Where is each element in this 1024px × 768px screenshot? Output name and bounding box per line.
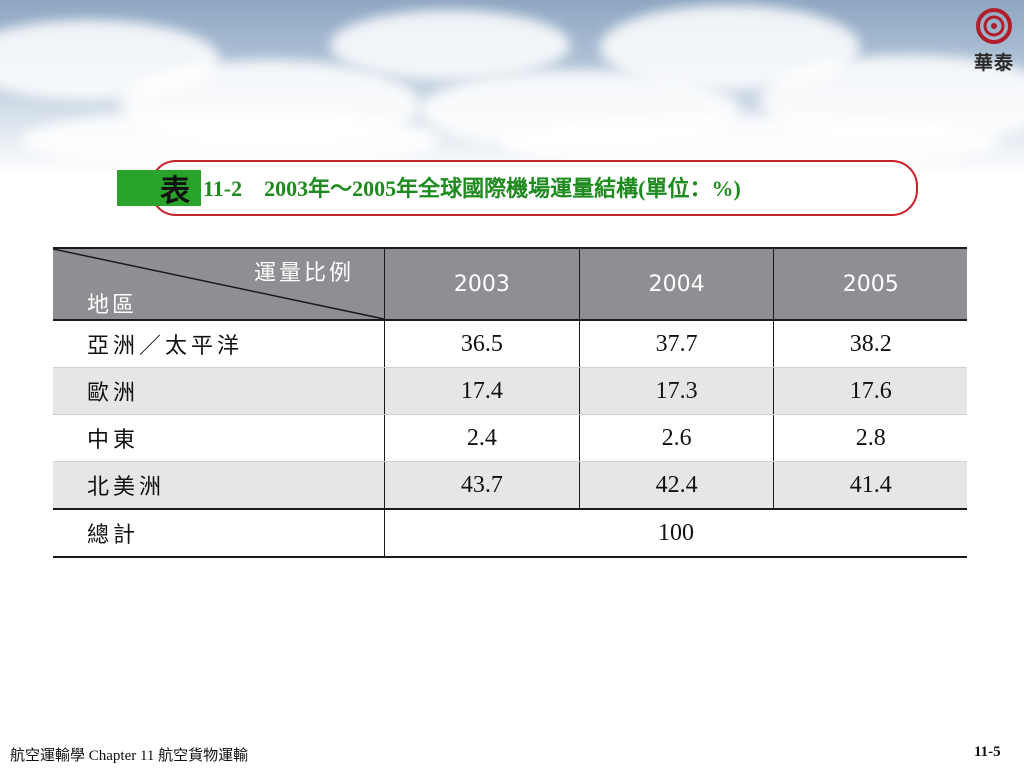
region-cell: 北美洲 — [53, 461, 385, 510]
table-row: 中東 2.4 2.6 2.8 — [53, 414, 967, 462]
value-cell: 2.4 — [384, 414, 580, 462]
total-row: 總計 100 — [53, 508, 967, 558]
caption-title: 11-2 2003年～2005年全球國際機場運量結構(單位：%) — [203, 176, 741, 201]
table-row: 歐洲 17.4 17.3 17.6 — [53, 367, 967, 415]
concentric-ring-logo-icon — [976, 8, 1012, 44]
table-row: 亞洲／太平洋 36.5 37.7 38.2 — [53, 320, 967, 368]
year-header-2003: 2003 — [384, 247, 580, 321]
table-row: 北美洲 43.7 42.4 41.4 — [53, 461, 967, 510]
value-cell: 36.5 — [384, 320, 580, 368]
value-cell: 38.2 — [773, 320, 967, 368]
traffic-structure-table: 運量比例 地區 2003 2004 2005 亞洲／太平洋 36.5 37.7 … — [53, 247, 967, 558]
sky-banner — [0, 0, 1024, 175]
brand-logo-text: 華泰 — [973, 52, 1014, 74]
value-cell: 17.4 — [384, 367, 580, 415]
corner-header-cell: 運量比例 地區 — [53, 247, 385, 321]
region-cell: 亞洲／太平洋 — [53, 320, 385, 368]
year-header-2004: 2004 — [578, 247, 774, 321]
total-label-cell: 總計 — [53, 508, 385, 558]
footer-page-number: 11-5 — [974, 744, 1001, 760]
total-value-cell: 100 — [384, 508, 967, 558]
footer-course-label: 航空運輸學 Chapter 11 航空貨物運輸 — [10, 748, 249, 764]
year-header-2005: 2005 — [773, 247, 967, 321]
caption-frame — [150, 160, 918, 216]
value-cell: 2.6 — [578, 414, 774, 462]
value-cell: 2.8 — [773, 414, 967, 462]
region-cell: 歐洲 — [53, 367, 385, 415]
value-cell: 17.3 — [578, 367, 774, 415]
value-cell: 17.6 — [773, 367, 967, 415]
header-region-label: 地區 — [87, 293, 138, 318]
value-cell: 43.7 — [384, 461, 580, 510]
value-cell: 42.4 — [578, 461, 774, 510]
diagonal-divider — [53, 249, 384, 319]
value-cell: 37.7 — [578, 320, 774, 368]
header-ratio-label: 運量比例 — [253, 261, 354, 286]
region-cell: 中東 — [53, 414, 385, 462]
table-header-row: 運量比例 地區 2003 2004 2005 — [53, 247, 967, 321]
brand-logo: 華泰 — [966, 6, 1022, 74]
caption-label: 表 — [160, 174, 190, 209]
caption-green-block — [117, 170, 201, 206]
value-cell: 41.4 — [773, 461, 967, 510]
